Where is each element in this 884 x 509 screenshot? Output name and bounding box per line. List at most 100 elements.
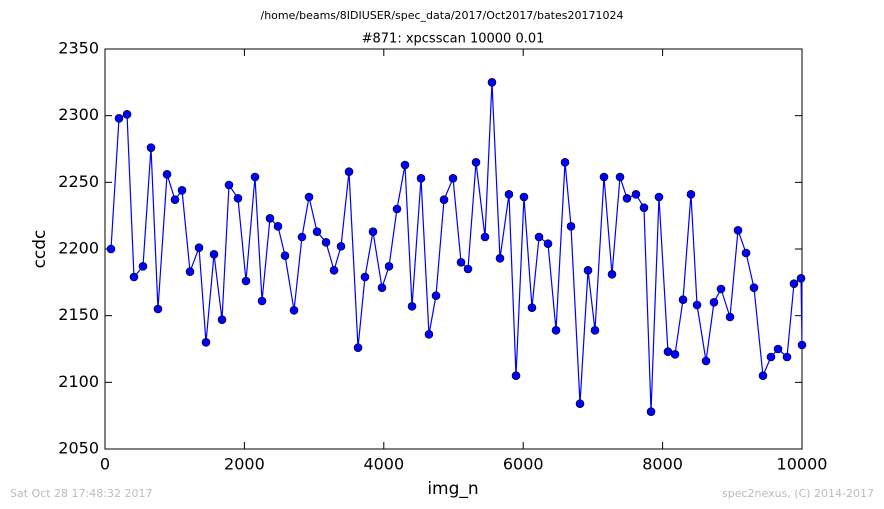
point	[463, 264, 473, 274]
point	[146, 143, 156, 152]
point	[670, 350, 680, 359]
point	[280, 251, 290, 260]
point	[304, 192, 314, 202]
point	[551, 326, 561, 335]
point	[431, 291, 441, 300]
point	[678, 295, 688, 304]
y-tick-label: 2200	[58, 239, 99, 258]
point	[758, 371, 768, 380]
x-tick-label: 8000	[642, 455, 683, 474]
point	[639, 203, 649, 212]
point	[138, 262, 148, 271]
point	[297, 232, 307, 242]
point	[622, 194, 632, 203]
point	[519, 192, 529, 202]
x-axis-label: img_n	[427, 479, 478, 499]
point	[686, 190, 696, 199]
y-axis-label: ccdc	[30, 230, 50, 269]
point	[209, 250, 219, 259]
point	[321, 238, 331, 247]
point	[273, 222, 283, 231]
suptitle: /home/beams/8IDIUSER/spec_data/2017/Oct2…	[261, 9, 624, 22]
y-tick-label: 2150	[58, 305, 99, 324]
chart-title: #871: xpcsscan 10000 0.01	[362, 32, 545, 47]
x-tick-label: 10000	[777, 455, 828, 474]
point	[575, 399, 585, 408]
point	[336, 242, 346, 251]
y-tick-label: 2250	[58, 172, 99, 191]
x-tick-label: 0	[100, 455, 110, 474]
point	[560, 158, 570, 167]
point	[716, 284, 726, 294]
point	[797, 340, 807, 350]
point	[353, 343, 363, 352]
point	[217, 315, 227, 324]
point	[384, 262, 394, 271]
point	[599, 172, 609, 182]
y-tick-label: 2050	[58, 439, 99, 458]
point	[368, 227, 378, 236]
point	[201, 338, 211, 347]
point	[439, 195, 449, 204]
point	[773, 344, 783, 354]
point	[129, 272, 139, 282]
point	[789, 279, 799, 288]
point	[471, 158, 481, 167]
point	[424, 330, 434, 339]
point	[741, 248, 751, 258]
y-tick-label: 2300	[58, 105, 99, 124]
point	[495, 254, 505, 263]
point	[733, 226, 743, 235]
point	[590, 326, 600, 335]
point	[631, 190, 641, 199]
y-tick-label: 2100	[58, 372, 99, 391]
point	[607, 270, 617, 279]
x-tick-label: 2000	[224, 455, 265, 474]
point	[416, 174, 426, 183]
point	[265, 214, 275, 223]
x-tick-label: 6000	[503, 455, 544, 474]
point	[782, 352, 792, 362]
point	[185, 267, 195, 276]
point	[241, 276, 251, 286]
point	[377, 283, 387, 292]
point	[360, 272, 370, 282]
point	[400, 160, 410, 170]
series-line	[110, 82, 803, 412]
point	[257, 296, 267, 306]
point	[725, 312, 735, 322]
point	[646, 407, 656, 416]
credit: spec2nexus, (C) 2014-2017	[722, 487, 874, 500]
point	[448, 174, 458, 183]
point	[194, 243, 204, 252]
point	[504, 190, 514, 199]
point	[162, 170, 172, 179]
point	[511, 371, 521, 380]
point	[177, 186, 187, 195]
point	[766, 352, 776, 362]
point	[122, 110, 132, 119]
point	[153, 304, 163, 314]
point	[709, 298, 719, 307]
point	[692, 300, 702, 310]
point	[543, 239, 553, 248]
x-tick-label: 4000	[363, 455, 404, 474]
point	[170, 195, 180, 204]
point	[289, 306, 299, 315]
point	[534, 232, 544, 242]
point	[749, 283, 759, 292]
point	[615, 172, 625, 182]
point	[407, 302, 417, 311]
point	[796, 274, 806, 283]
timestamp: Sat Oct 28 17:48:32 2017	[10, 487, 152, 500]
point	[312, 227, 322, 236]
point	[392, 204, 402, 214]
point	[224, 180, 234, 190]
point	[106, 244, 116, 254]
point	[527, 303, 537, 312]
point	[233, 194, 243, 203]
point	[583, 266, 593, 275]
point	[456, 258, 466, 267]
plot-frame	[104, 48, 803, 450]
